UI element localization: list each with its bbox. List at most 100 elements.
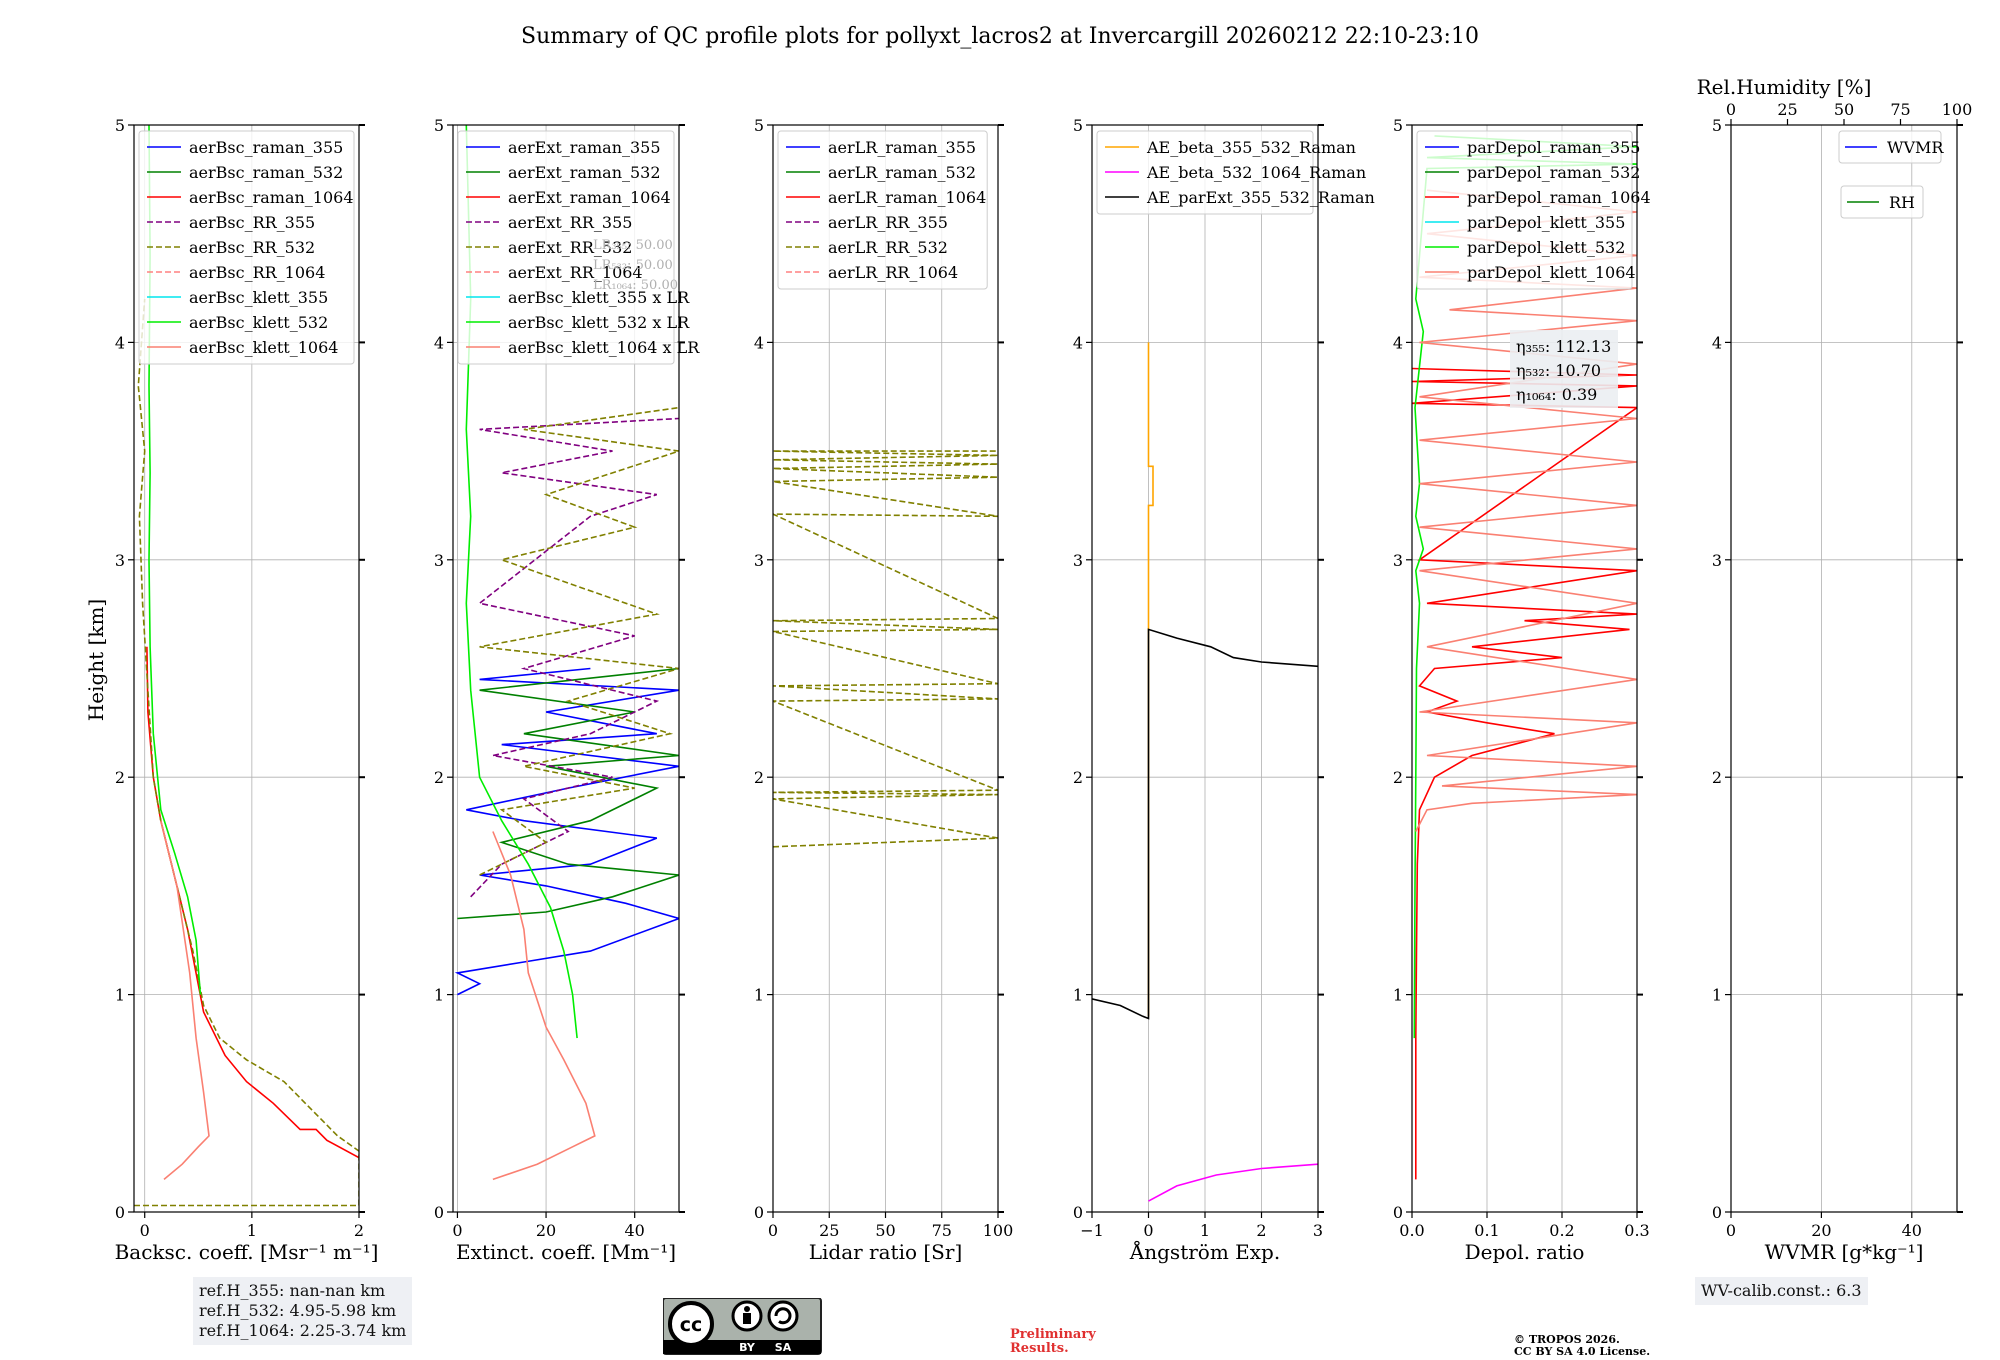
series-line-aerext-rr-532 — [479, 406, 679, 876]
legend-label: parDepol_raman_532 — [1467, 163, 1640, 182]
legend-label: aerBsc_raman_355 — [189, 138, 343, 157]
legend-label: aerExt_RR_532 — [508, 238, 632, 257]
x-axis-label: Backsc. coeff. [Msr⁻¹ m⁻¹] — [115, 1240, 379, 1264]
y-axis-label: Height [km] — [84, 599, 108, 721]
x-tick-label: 0.1 — [1474, 1221, 1499, 1240]
svg-text:cc: cc — [680, 1314, 703, 1336]
y-tick-label: 2 — [1393, 768, 1403, 787]
x-tick-label: 0 — [1143, 1221, 1153, 1240]
lidar-ratio-annotation: LR₁₀₆₄: 50.00 — [593, 278, 678, 293]
legend-label: aerBsc_RR_532 — [189, 238, 315, 257]
legend-label: parDepol_klett_355 — [1467, 213, 1625, 232]
x-tick-label: 2 — [354, 1221, 364, 1240]
series-line-aerbsc-klett-1064-x-lr — [492, 831, 596, 1181]
series-line-aerext-raman-355 — [454, 667, 679, 996]
series-line-aerlr-rr-532 — [773, 450, 998, 848]
x-tick-label: 20 — [1811, 1221, 1831, 1240]
panel-ext: 0 20 40 0 1 2 3 4 5 Extinct. coeff. [Mm⁻¹] aerExt_… — [434, 116, 700, 1264]
x-tick-label: 75 — [932, 1221, 952, 1240]
copyright-note: © TROPOS 2026. CC BY SA 4.0 License. — [1514, 1334, 1650, 1358]
legend-label: aerLR_RR_1064 — [828, 263, 958, 282]
copyright-line-2: CC BY SA 4.0 License. — [1514, 1345, 1651, 1358]
legend-label: AE_parExt_355_532_Raman — [1146, 188, 1375, 207]
legend-frame — [1096, 130, 1314, 215]
x-tick-label: 40 — [1902, 1221, 1922, 1240]
legend-frame — [1838, 130, 1942, 164]
series-line-aerext-rr-355 — [470, 417, 679, 898]
y-tick-label: 1 — [1073, 986, 1083, 1005]
y-tick-label: 0 — [1073, 1203, 1083, 1222]
panel-bsc: 0 1 2 0 1 2 3 4 5 Backsc. coeff. [Msr⁻¹ m⁻¹] aerBs… — [115, 116, 379, 1264]
legend: parDepol_raman_355 parDepol_raman_532 parD… — [1416, 130, 1651, 290]
series-group — [454, 125, 679, 1181]
series-line-ae-beta-532-1064-raman — [1148, 1163, 1318, 1202]
series-line-ae-parext-355-532-raman — [1092, 628, 1318, 1020]
x-tick-label: 25 — [819, 1221, 839, 1240]
axes-frame — [1411, 124, 1638, 1213]
eta-annotation: η₅₃₂: 10.70 — [1516, 361, 1601, 380]
axes-frame — [1730, 124, 1958, 1213]
series-group — [1092, 342, 1318, 1202]
y-tick-label: 4 — [754, 333, 764, 352]
wv-calib-value: WV-calib.const.: 6.3 — [1701, 1281, 1862, 1300]
x-axis-label: Ångström Exp. — [1129, 1239, 1280, 1264]
y-tick-label: 0 — [1712, 1203, 1722, 1222]
legend-label: aerBsc_klett_532 — [189, 313, 328, 332]
legend-label: aerBsc_RR_1064 — [189, 263, 325, 282]
legend-frame — [457, 130, 675, 365]
y-tick-label: 1 — [434, 986, 444, 1005]
legend-label: aerExt_raman_532 — [508, 163, 661, 182]
top-x-tick-label: 25 — [1777, 100, 1797, 119]
y-tick-label: 3 — [1073, 551, 1083, 570]
y-tick-label: 5 — [754, 116, 764, 135]
y-tick-label: 0 — [754, 1203, 764, 1222]
legend-label: parDepol_klett_532 — [1467, 238, 1625, 257]
legend-label: aerLR_raman_1064 — [828, 188, 986, 207]
gridlines — [1730, 124, 1957, 1213]
x-axis-label: WVMR [g*kg⁻¹] — [1765, 1240, 1924, 1264]
legend-label: aerLR_raman_532 — [828, 163, 976, 182]
legend-frame — [1840, 185, 1924, 219]
y-tick-label: 1 — [1712, 986, 1722, 1005]
legend-frame — [777, 130, 988, 290]
series-group — [1412, 135, 1637, 1180]
figure-title: Summary of QC profile plots for pollyxt_… — [521, 24, 1479, 49]
series-line-aerext-raman-532 — [457, 667, 679, 920]
x-tick-label: 100 — [983, 1221, 1014, 1240]
legend-label: aerLR_RR_355 — [828, 213, 948, 232]
legend-label: aerBsc_klett_1064 — [189, 338, 338, 357]
copyright-line-1: © TROPOS 2026. — [1514, 1333, 1620, 1346]
legend-label: aerExt_RR_1064 — [508, 263, 643, 282]
x-tick-label: 1 — [247, 1221, 257, 1240]
y-tick-label: 3 — [1712, 551, 1722, 570]
series-line-pardepol-raman-1064 — [1412, 367, 1637, 1180]
series-line-ae-beta-355-532-raman — [1147, 342, 1154, 1017]
y-tick-label: 1 — [115, 986, 125, 1005]
y-tick-label: 5 — [1073, 116, 1083, 135]
x-tick-label: 20 — [536, 1221, 556, 1240]
y-tick-label: 0 — [434, 1203, 444, 1222]
legend-label: parDepol_klett_1064 — [1467, 263, 1636, 282]
legend-frame — [1416, 130, 1633, 290]
legend-label: AE_beta_532_1064_Raman — [1146, 163, 1366, 182]
y-tick-label: 2 — [1073, 768, 1083, 787]
y-tick-label: 2 — [115, 768, 125, 787]
legend-label: aerBsc_klett_532 x LR — [508, 313, 690, 332]
eta-annotation-box — [1510, 330, 1618, 408]
cc-license-badge: cc BY SA — [663, 1298, 822, 1355]
panel-wv: 0 20 40 0 1 2 3 4 5 WVMR [g*kg⁻¹] 0 25 50 75 100 Rel.Hu… — [1697, 75, 1973, 1264]
x-axis-label: Extinct. coeff. [Mm⁻¹] — [456, 1240, 676, 1264]
preliminary-line-1: Preliminary — [1010, 1327, 1096, 1342]
top-x-tick-label: 100 — [1942, 100, 1973, 119]
x-axis-label: Depol. ratio — [1465, 1240, 1585, 1264]
y-tick-label: 1 — [1393, 986, 1403, 1005]
panel-depol: 0.0 0.1 0.2 0.3 0 1 2 3 4 5 Depol. ratio parDepol_r… — [1393, 116, 1651, 1264]
cc-icon — [668, 1301, 714, 1347]
legend-label: aerBsc_raman_532 — [189, 163, 343, 182]
y-tick-label: 4 — [1393, 333, 1403, 352]
x-tick-label: 0 — [768, 1221, 778, 1240]
y-tick-label: 3 — [1393, 551, 1403, 570]
